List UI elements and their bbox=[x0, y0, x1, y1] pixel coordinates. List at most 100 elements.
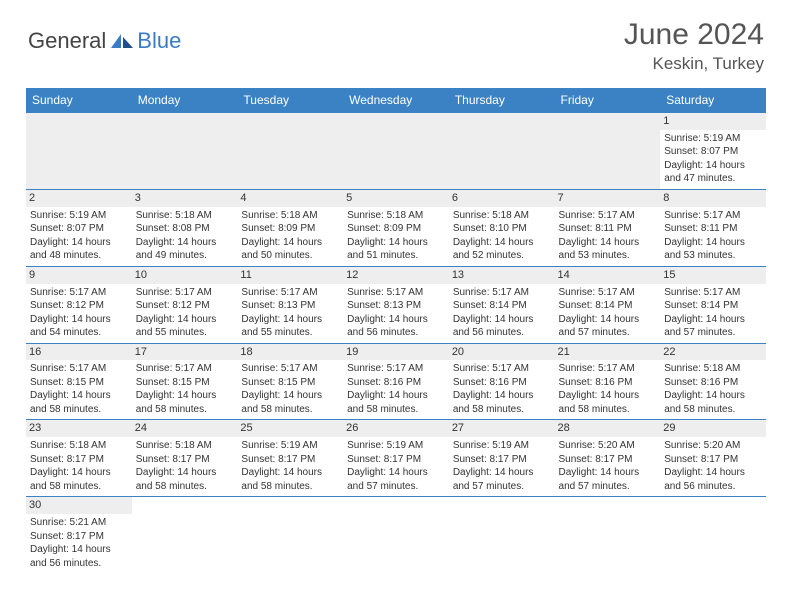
day-number: 16 bbox=[26, 344, 132, 361]
day-info-line: Daylight: 14 hours and 56 minutes. bbox=[30, 543, 128, 570]
day-info-line: Sunrise: 5:17 AM bbox=[664, 209, 762, 223]
day-info-line: Sunrise: 5:21 AM bbox=[30, 516, 128, 530]
day-header: Wednesday bbox=[343, 88, 449, 113]
day-info-line: Daylight: 14 hours and 58 minutes. bbox=[241, 389, 339, 416]
calendar-table: Sunday Monday Tuesday Wednesday Thursday… bbox=[26, 88, 766, 573]
day-info-line: Sunrise: 5:18 AM bbox=[30, 439, 128, 453]
day-info-line: Sunset: 8:09 PM bbox=[347, 222, 445, 236]
calendar-cell: 23Sunrise: 5:18 AMSunset: 8:17 PMDayligh… bbox=[26, 420, 132, 497]
day-info-line: Daylight: 14 hours and 52 minutes. bbox=[453, 236, 551, 263]
day-number: 2 bbox=[26, 190, 132, 207]
day-number: 3 bbox=[132, 190, 238, 207]
logo-text-blue: Blue bbox=[137, 28, 181, 54]
day-info-line: Sunset: 8:13 PM bbox=[347, 299, 445, 313]
day-info-line: Sunrise: 5:17 AM bbox=[559, 209, 657, 223]
day-info-line: Sunset: 8:08 PM bbox=[136, 222, 234, 236]
day-info-line: Sunrise: 5:17 AM bbox=[559, 286, 657, 300]
day-info-line: Sunrise: 5:17 AM bbox=[347, 286, 445, 300]
calendar-cell bbox=[132, 497, 238, 573]
calendar-cell: 27Sunrise: 5:19 AMSunset: 8:17 PMDayligh… bbox=[449, 420, 555, 497]
day-info-line: Sunrise: 5:17 AM bbox=[241, 362, 339, 376]
logo: General Blue bbox=[28, 28, 181, 54]
calendar-cell bbox=[555, 497, 661, 573]
calendar-cell: 7Sunrise: 5:17 AMSunset: 8:11 PMDaylight… bbox=[555, 189, 661, 266]
day-info-line: Sunrise: 5:17 AM bbox=[347, 362, 445, 376]
day-info-line: Daylight: 14 hours and 57 minutes. bbox=[559, 313, 657, 340]
day-number: 13 bbox=[449, 267, 555, 284]
day-info-line: Sunset: 8:16 PM bbox=[347, 376, 445, 390]
day-info-line: Sunset: 8:11 PM bbox=[664, 222, 762, 236]
day-info-line: Sunrise: 5:19 AM bbox=[453, 439, 551, 453]
day-info-line: Sunrise: 5:20 AM bbox=[664, 439, 762, 453]
day-info-line: Daylight: 14 hours and 55 minutes. bbox=[241, 313, 339, 340]
calendar-week: 1Sunrise: 5:19 AMSunset: 8:07 PMDaylight… bbox=[26, 113, 766, 190]
day-info-line: Sunrise: 5:17 AM bbox=[453, 362, 551, 376]
day-info-line: Daylight: 14 hours and 58 minutes. bbox=[453, 389, 551, 416]
day-number: 7 bbox=[555, 190, 661, 207]
day-info-line: Daylight: 14 hours and 56 minutes. bbox=[347, 313, 445, 340]
calendar-cell: 8Sunrise: 5:17 AMSunset: 8:11 PMDaylight… bbox=[660, 189, 766, 266]
day-info-line: Sunset: 8:17 PM bbox=[136, 453, 234, 467]
day-number: 5 bbox=[343, 190, 449, 207]
day-info-line: Daylight: 14 hours and 57 minutes. bbox=[664, 313, 762, 340]
day-info-line: Daylight: 14 hours and 51 minutes. bbox=[347, 236, 445, 263]
day-number: 4 bbox=[237, 190, 343, 207]
calendar-cell bbox=[555, 113, 661, 190]
day-info-line: Sunset: 8:17 PM bbox=[30, 453, 128, 467]
calendar-cell bbox=[237, 497, 343, 573]
day-info-line: Sunrise: 5:19 AM bbox=[241, 439, 339, 453]
calendar-cell: 28Sunrise: 5:20 AMSunset: 8:17 PMDayligh… bbox=[555, 420, 661, 497]
calendar-cell: 30Sunrise: 5:21 AMSunset: 8:17 PMDayligh… bbox=[26, 497, 132, 573]
calendar-cell bbox=[449, 497, 555, 573]
day-info-line: Sunrise: 5:18 AM bbox=[241, 209, 339, 223]
calendar-cell: 20Sunrise: 5:17 AMSunset: 8:16 PMDayligh… bbox=[449, 343, 555, 420]
day-info-line: Daylight: 14 hours and 48 minutes. bbox=[30, 236, 128, 263]
calendar-cell bbox=[132, 113, 238, 190]
calendar-cell: 15Sunrise: 5:17 AMSunset: 8:14 PMDayligh… bbox=[660, 266, 766, 343]
calendar-week: 9 Sunrise: 5:17 AM Sunset: 8:12 PM Daylight… bbox=[26, 266, 766, 343]
day-info-line: Sunset: 8:16 PM bbox=[559, 376, 657, 390]
day-info-line: Sunrise: 5:17 AM bbox=[136, 362, 234, 376]
day-info-line: Sunrise: 5:17 AM bbox=[453, 286, 551, 300]
day-header: Monday bbox=[132, 88, 238, 113]
day-number: 23 bbox=[26, 420, 132, 437]
day-info-line: Sunset: 8:14 PM bbox=[559, 299, 657, 313]
calendar-cell: 22Sunrise: 5:18 AMSunset: 8:16 PMDayligh… bbox=[660, 343, 766, 420]
calendar-cell bbox=[660, 497, 766, 573]
day-info-line: Sunset: 8:17 PM bbox=[453, 453, 551, 467]
calendar-cell: 25Sunrise: 5:19 AMSunset: 8:17 PMDayligh… bbox=[237, 420, 343, 497]
calendar-cell: 11Sunrise: 5:17 AMSunset: 8:13 PMDayligh… bbox=[237, 266, 343, 343]
day-number: 6 bbox=[449, 190, 555, 207]
day-number: 9 bbox=[26, 267, 132, 284]
day-info-line: Sunrise: 5:17 AM bbox=[559, 362, 657, 376]
logo-sail-icon bbox=[109, 32, 135, 50]
day-number: 8 bbox=[660, 190, 766, 207]
calendar-cell: 19Sunrise: 5:17 AMSunset: 8:16 PMDayligh… bbox=[343, 343, 449, 420]
day-number: 11 bbox=[237, 267, 343, 284]
day-info-line: Sunset: 8:11 PM bbox=[559, 222, 657, 236]
calendar-cell: 9Sunrise: 5:17 AMSunset: 8:12 PMDaylight… bbox=[26, 266, 132, 343]
day-header: Tuesday bbox=[237, 88, 343, 113]
calendar-cell: 10Sunrise: 5:17 AMSunset: 8:12 PMDayligh… bbox=[132, 266, 238, 343]
day-info-line: Daylight: 14 hours and 58 minutes. bbox=[347, 389, 445, 416]
calendar-cell: 6Sunrise: 5:18 AMSunset: 8:10 PMDaylight… bbox=[449, 189, 555, 266]
day-header: Friday bbox=[555, 88, 661, 113]
day-number: 27 bbox=[449, 420, 555, 437]
calendar-cell bbox=[343, 113, 449, 190]
day-info-line: Daylight: 14 hours and 58 minutes. bbox=[241, 466, 339, 493]
day-info-line: Sunset: 8:16 PM bbox=[453, 376, 551, 390]
calendar-cell: 12Sunrise: 5:17 AMSunset: 8:13 PMDayligh… bbox=[343, 266, 449, 343]
location: Keskin, Turkey bbox=[624, 54, 764, 74]
day-info-line: Sunrise: 5:17 AM bbox=[30, 362, 128, 376]
day-info-line: Sunset: 8:13 PM bbox=[241, 299, 339, 313]
day-info-line: Sunrise: 5:18 AM bbox=[136, 439, 234, 453]
day-info-line: Sunrise: 5:17 AM bbox=[664, 286, 762, 300]
day-info-line: Daylight: 14 hours and 56 minutes. bbox=[664, 466, 762, 493]
calendar-cell: 26Sunrise: 5:19 AMSunset: 8:17 PMDayligh… bbox=[343, 420, 449, 497]
day-info-line: Sunset: 8:15 PM bbox=[136, 376, 234, 390]
day-number: 21 bbox=[555, 344, 661, 361]
day-info-line: Sunrise: 5:19 AM bbox=[664, 132, 762, 146]
day-info-line: Sunset: 8:12 PM bbox=[136, 299, 234, 313]
day-header: Thursday bbox=[449, 88, 555, 113]
day-info-line: Daylight: 14 hours and 49 minutes. bbox=[136, 236, 234, 263]
